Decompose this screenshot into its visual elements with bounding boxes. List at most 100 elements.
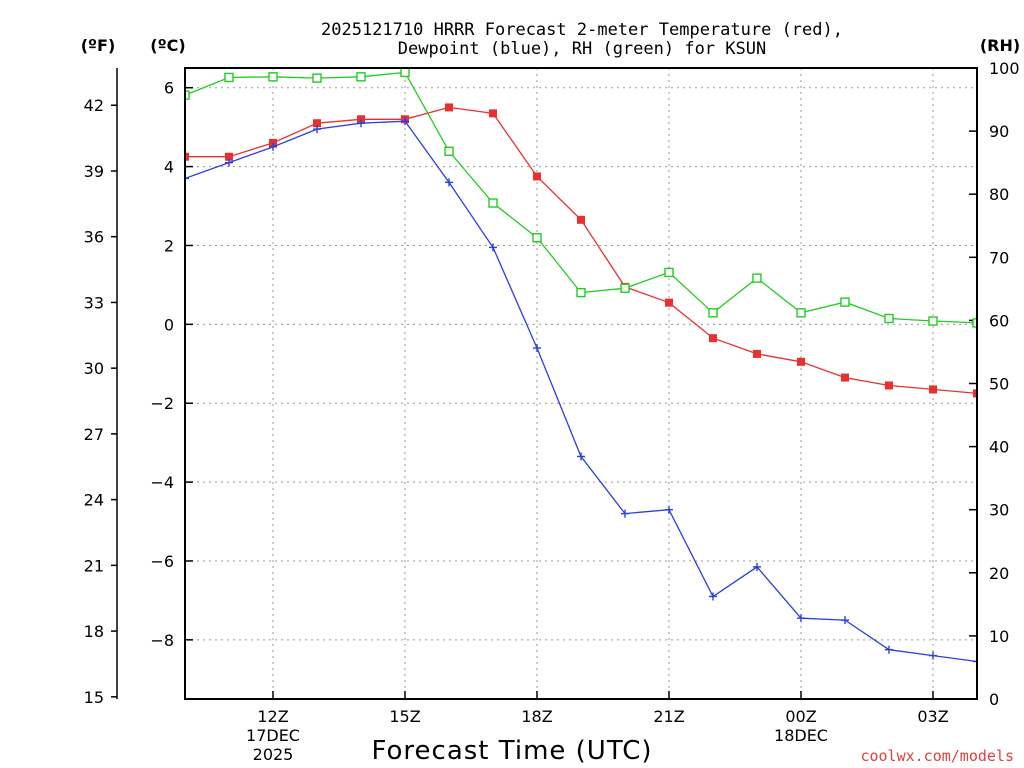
temperature-point [577,215,585,224]
celsius-tick-label: 4 [164,158,174,177]
dewpoint-point [885,645,893,654]
rh-point [356,72,366,82]
rh-point [576,287,586,298]
fahrenheit-tick-label: 15 [84,688,104,707]
fahrenheit-tick-label: 24 [84,491,104,510]
rh-tick-label: 40 [989,438,1009,457]
rh-point [620,283,630,293]
series-temperature [185,103,977,398]
dewpoint-point [489,243,497,252]
dewpoint-point [665,505,673,514]
temperature-point [929,385,937,394]
temperature-point [753,349,761,358]
rh-unit-label: (RH) [980,36,1020,55]
rh-tick-label: 50 [989,375,1009,394]
temperature-point [489,109,497,118]
rh-point [796,308,806,318]
temperature-point [185,152,189,161]
rh-point [752,273,762,283]
series-layer [185,68,977,666]
series-dewpoint [185,117,977,666]
dewpoint-point [797,614,805,623]
rh-point [708,308,718,318]
fahrenheit-tick-label: 33 [84,293,104,312]
celsius-axis: 6 4 2 0 −2 −4 −6 −8 [150,79,193,650]
dewpoint-point [269,142,277,151]
credit-text: coolwx.com/models [860,747,1014,765]
time-tick-label: 12Z [257,707,288,726]
rh-tick-label: 70 [989,248,1009,267]
x-axis-title: Forecast Time (UTC) [371,736,652,766]
time-tick-label: 15Z [389,707,420,726]
dewpoint-point [533,344,541,353]
dewpoint-point [401,117,409,126]
rh-point [972,318,977,328]
dewpoint-point [621,509,629,518]
rh-point [268,72,278,82]
temperature-point [797,357,805,366]
temperature-point [445,103,453,112]
temperature-point [665,298,673,307]
rh-point [928,316,938,326]
celsius-tick-label: −2 [150,394,174,413]
temperature-point [225,152,233,161]
dewpoint-point [929,651,937,660]
rh-tick-label: 60 [989,311,1009,330]
dewpoint-point [577,452,585,461]
rh-tick-label: 30 [989,501,1009,520]
rh-point [224,72,234,83]
fahrenheit-tick-label: 27 [84,425,104,444]
fahrenheit-axis: 42 39 36 33 30 27 24 21 18 15 [84,68,118,707]
rh-tick-label: 90 [989,122,1009,141]
time-tick-label: 00Z [785,707,816,726]
time-tick-label: 03Z [917,707,948,726]
rh-tick-label: 0 [989,690,999,709]
rh-point [884,313,894,324]
rh-tick-label: 100 [989,59,1020,78]
celsius-tick-label: −8 [150,631,174,650]
time-date-label: 17DEC [246,726,300,745]
celsius-unit-label: (ºC) [150,36,185,55]
time-year-label: 2025 [253,745,294,764]
time-tick-label: 21Z [653,707,684,726]
temperature-point [841,373,849,382]
fahrenheit-tick-label: 39 [84,162,104,181]
dewpoint-point [973,657,977,666]
fahrenheit-unit-label: (ºF) [81,36,116,55]
fahrenheit-tick-label: 30 [84,359,104,378]
dewpoint-point [313,125,321,134]
series-rh [185,68,977,328]
rh-point [400,68,410,78]
rh-tick-label: 80 [989,185,1009,204]
temperature-point [533,172,541,181]
dewpoint-point [357,119,365,128]
fahrenheit-tick-label: 21 [84,556,104,575]
rh-tick-label: 10 [989,627,1009,646]
celsius-tick-label: −6 [150,552,174,571]
rh-line [185,71,977,324]
fahrenheit-tick-label: 18 [84,622,104,641]
celsius-tick-label: 6 [164,79,174,98]
celsius-tick-label: −4 [150,473,174,492]
rh-point [840,297,850,307]
chart-title-line2: Dewpoint (blue), RH (green) for KSUN [398,39,766,59]
gridlines [185,68,977,699]
temperature-point [973,389,977,398]
dewpoint-point [753,562,761,571]
time-tick-label: 18Z [521,707,552,726]
dewpoint-point [841,616,849,625]
fahrenheit-tick-label: 36 [84,228,104,247]
fahrenheit-tick-label: 42 [84,96,104,115]
rh-tick-label: 20 [989,564,1009,583]
rh-point [532,233,542,243]
plot-frame [184,67,978,700]
time-date-label: 18DEC [774,726,828,745]
temperature-point [709,334,717,343]
dewpoint-line [185,120,977,663]
celsius-tick-label: 2 [164,236,174,255]
temperature-line [185,106,977,395]
dewpoint-point [185,174,189,183]
